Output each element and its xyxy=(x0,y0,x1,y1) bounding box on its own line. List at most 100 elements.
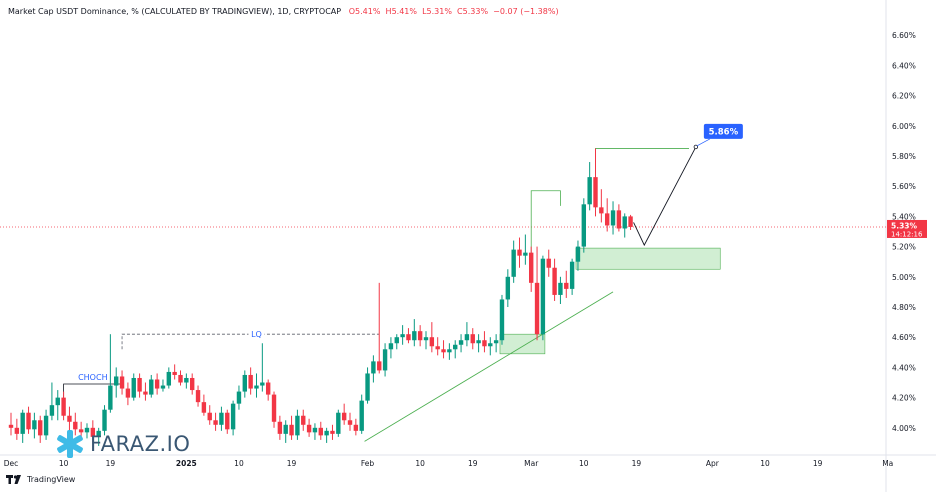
y-tick-label: 4.20% xyxy=(892,394,916,403)
candle-body xyxy=(599,207,604,214)
candle-body xyxy=(324,430,329,436)
x-tick-label: Mar xyxy=(524,459,539,468)
lq-line xyxy=(121,333,380,350)
candle-body xyxy=(137,377,142,392)
candle-body xyxy=(622,216,627,229)
candle-body xyxy=(406,334,411,341)
chart-title: Market Cap USDT Dominance, % (CALCULATED… xyxy=(8,7,342,16)
candle-body xyxy=(230,403,236,430)
candle-body xyxy=(330,430,335,434)
x-tick-label: 19 xyxy=(632,459,642,468)
candle-body xyxy=(341,412,347,421)
support-trendline xyxy=(364,291,614,442)
y-tick-label: 6.00% xyxy=(892,122,916,131)
y-tick-label: 5.20% xyxy=(892,243,916,252)
x-tick-label: Dec xyxy=(4,459,19,468)
candle-body xyxy=(499,299,505,341)
candle-body xyxy=(119,376,125,389)
candle-body xyxy=(458,340,464,345)
candle-body xyxy=(488,343,493,347)
candle-body xyxy=(149,379,154,395)
structure-line-high xyxy=(595,148,690,206)
candle-body xyxy=(359,400,364,431)
candle-body xyxy=(248,374,253,389)
candle-body xyxy=(581,204,587,247)
candle-body xyxy=(517,249,522,256)
y-tick-label: 4.60% xyxy=(892,333,916,342)
candle-body xyxy=(587,177,592,205)
candle-body xyxy=(365,373,370,401)
candle-body xyxy=(382,349,388,371)
candle-body xyxy=(207,412,212,421)
y-tick-label: 6.60% xyxy=(892,31,916,40)
candle-body xyxy=(371,361,376,374)
candle-body xyxy=(470,334,475,344)
candle-body xyxy=(78,429,84,433)
faraz-logo-icon xyxy=(57,430,83,458)
candle-body xyxy=(55,397,60,406)
price-axis-countdown: 14:12:16 xyxy=(891,230,923,238)
candle-body xyxy=(96,430,101,437)
candle-body xyxy=(423,337,429,341)
y-tick-label: 4.40% xyxy=(892,363,916,372)
price-axis-badge xyxy=(887,219,927,238)
drawings-front-layer xyxy=(633,138,711,247)
high-value: H5.41% xyxy=(385,7,417,16)
y-tick-label: 4.80% xyxy=(892,303,916,312)
tradingview-logo-icon xyxy=(6,475,21,484)
candle-body xyxy=(172,371,177,375)
footer-brand: TradingView xyxy=(27,475,76,484)
x-tick-label: 10 xyxy=(59,459,69,468)
candle-body xyxy=(49,405,55,416)
projection-path xyxy=(633,146,697,247)
candle-body xyxy=(265,382,271,395)
structure-line-mid xyxy=(530,190,561,262)
candle-body xyxy=(610,210,616,226)
candle-body xyxy=(604,213,610,226)
candle-body xyxy=(534,282,540,335)
candle-body xyxy=(43,415,49,436)
lq-label-bg xyxy=(248,328,265,340)
y-tick-label: 4.00% xyxy=(892,424,916,433)
candle-body xyxy=(569,261,575,289)
candle-body xyxy=(90,427,96,437)
candle-body xyxy=(417,331,423,341)
demand-zone-upper xyxy=(575,247,721,270)
candle-body xyxy=(26,412,31,430)
candle-body xyxy=(32,420,37,430)
candle-body xyxy=(476,340,481,344)
candle-body xyxy=(201,402,207,413)
candle-body xyxy=(143,391,148,395)
y-tick-label: 5.40% xyxy=(892,212,916,221)
open-value: O5.41% xyxy=(348,7,381,16)
candle-body xyxy=(195,390,201,403)
candle-body xyxy=(575,246,581,262)
watermark-text: FARAZ.IO xyxy=(90,432,191,456)
candle-body xyxy=(540,258,546,335)
projection-endpoint xyxy=(693,144,699,150)
close-value: C5.33% xyxy=(457,7,489,16)
price-axis-value: 5.33% xyxy=(891,221,918,230)
candle-body xyxy=(558,282,563,295)
lq-label: LQ xyxy=(251,330,262,339)
candle-body xyxy=(260,382,265,386)
candle-body xyxy=(184,377,189,383)
candle-body xyxy=(453,344,458,350)
y-tick-label: 5.60% xyxy=(892,182,916,191)
candle-body xyxy=(441,349,446,353)
x-tick-label: 2025 xyxy=(176,459,197,468)
candle-body xyxy=(8,424,14,428)
candle-body xyxy=(154,379,160,389)
candle-body xyxy=(277,421,283,434)
footer[interactable]: TradingView xyxy=(6,475,75,484)
candle-body xyxy=(493,340,499,344)
candle-body xyxy=(523,252,528,256)
y-tick-label: 5.00% xyxy=(892,273,916,282)
x-tick-label: 10 xyxy=(579,459,589,468)
low-value: L5.31% xyxy=(422,7,452,16)
candle-body xyxy=(306,424,312,433)
candle-body xyxy=(271,394,277,422)
candle-body xyxy=(160,385,166,389)
